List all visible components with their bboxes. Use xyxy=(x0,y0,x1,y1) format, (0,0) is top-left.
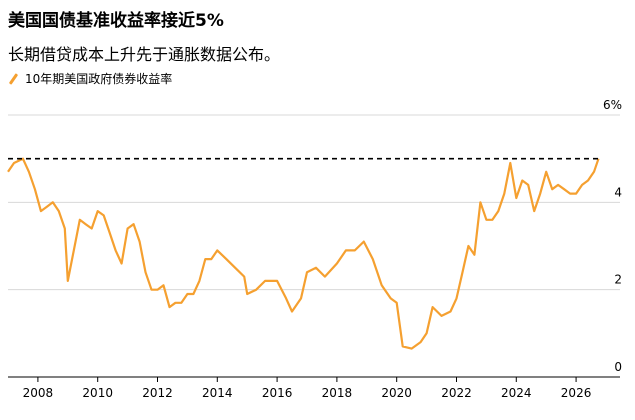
y-tick-label-0: 0 xyxy=(614,360,622,374)
x-tick-label-2022: 2022 xyxy=(441,386,472,400)
y-tick-label-4: 4 xyxy=(614,185,622,199)
x-tick-label-2012: 2012 xyxy=(142,386,173,400)
x-tick-label-2008: 2008 xyxy=(23,386,54,400)
x-tick-label-2026: 2026 xyxy=(561,386,592,400)
x-tick-label-2010: 2010 xyxy=(82,386,113,400)
y-tick-label-6: 6% xyxy=(603,98,622,112)
chart-title: 美国国债基准收益率接近5% xyxy=(8,11,224,31)
y-tick-label-2: 2 xyxy=(614,273,622,287)
series-line-0 xyxy=(7,157,600,350)
x-tick-label-2018: 2018 xyxy=(322,386,353,400)
legend: 10年期美国政府债券收益率 xyxy=(8,70,172,87)
legend-label: 10年期美国政府债券收益率 xyxy=(25,72,173,86)
x-tick-label-2020: 2020 xyxy=(381,386,412,400)
x-tick-label-2016: 2016 xyxy=(262,386,293,400)
x-tick-label-2024: 2024 xyxy=(501,386,532,400)
chart-subtitle: 长期借贷成本上升先于通胀数据公布。 xyxy=(8,45,281,64)
x-tick-label-2014: 2014 xyxy=(202,386,233,400)
